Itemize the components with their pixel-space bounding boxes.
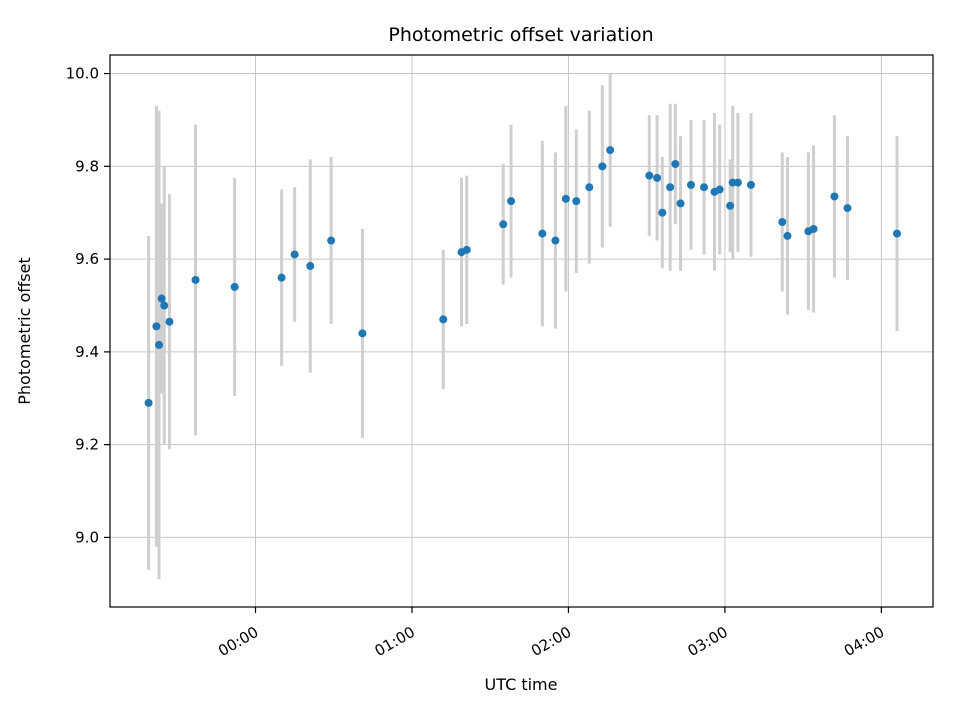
- data-point: [778, 217, 787, 226]
- data-point: [191, 275, 200, 284]
- data-point: [439, 315, 448, 324]
- y-tick-label: 9.4: [75, 343, 99, 361]
- data-point: [733, 178, 742, 187]
- x-axis-label: UTC time: [485, 675, 558, 694]
- data-point: [230, 282, 239, 291]
- data-point: [561, 194, 570, 203]
- data-point: [538, 229, 547, 238]
- data-point: [144, 398, 153, 407]
- data-point: [653, 173, 662, 182]
- data-point: [671, 160, 680, 169]
- error-bars: [147, 73, 899, 580]
- data-point: [155, 340, 164, 349]
- data-point: [598, 162, 607, 171]
- x-tick-label: 01:00: [372, 623, 418, 660]
- data-point: [551, 236, 560, 245]
- data-point: [746, 180, 755, 189]
- chart-title: Photometric offset variation: [388, 24, 653, 46]
- data-point: [893, 229, 902, 238]
- axis-ticks: 00:00 01:00 02:00 03:00 04:00 9.0 9.2 9.4 9.6 9.8…: [66, 65, 888, 661]
- data-point: [830, 192, 839, 201]
- y-tick-label: 9.0: [75, 528, 99, 546]
- data-point: [843, 204, 852, 213]
- data-point: [726, 201, 735, 210]
- x-tick-label: 04:00: [841, 623, 887, 660]
- x-tick-label: 02:00: [528, 623, 574, 660]
- x-tick-label: 00:00: [215, 623, 261, 660]
- data-point: [715, 185, 724, 194]
- data-point: [499, 220, 508, 229]
- data-point: [658, 208, 667, 217]
- x-tick-label: 03:00: [684, 623, 730, 660]
- data-point: [645, 171, 654, 180]
- data-point: [572, 197, 581, 206]
- data-point: [306, 262, 315, 271]
- data-point: [809, 224, 818, 233]
- y-tick-label: 10.0: [66, 65, 99, 83]
- data-point: [277, 273, 286, 282]
- data-point: [606, 146, 615, 155]
- data-point: [462, 245, 471, 254]
- grid-lines: [110, 55, 933, 607]
- data-point: [700, 183, 709, 192]
- plot-frame: [109, 54, 934, 608]
- data-point: [327, 236, 336, 245]
- data-point: [687, 180, 696, 189]
- data-point: [676, 199, 685, 208]
- y-tick-label: 9.2: [75, 436, 99, 454]
- data-point: [152, 322, 161, 331]
- y-tick-label: 9.6: [75, 250, 99, 268]
- data-point: [783, 231, 792, 240]
- data-point: [160, 301, 169, 310]
- y-tick-label: 9.8: [75, 157, 99, 175]
- data-point: [165, 317, 174, 326]
- data-points: [144, 146, 902, 407]
- data-point: [585, 183, 594, 192]
- data-point: [358, 329, 367, 338]
- data-point: [507, 197, 516, 206]
- y-axis-label: Photometric offset: [15, 257, 34, 405]
- data-point: [290, 250, 299, 259]
- data-point: [666, 183, 675, 192]
- data-point: [157, 294, 166, 303]
